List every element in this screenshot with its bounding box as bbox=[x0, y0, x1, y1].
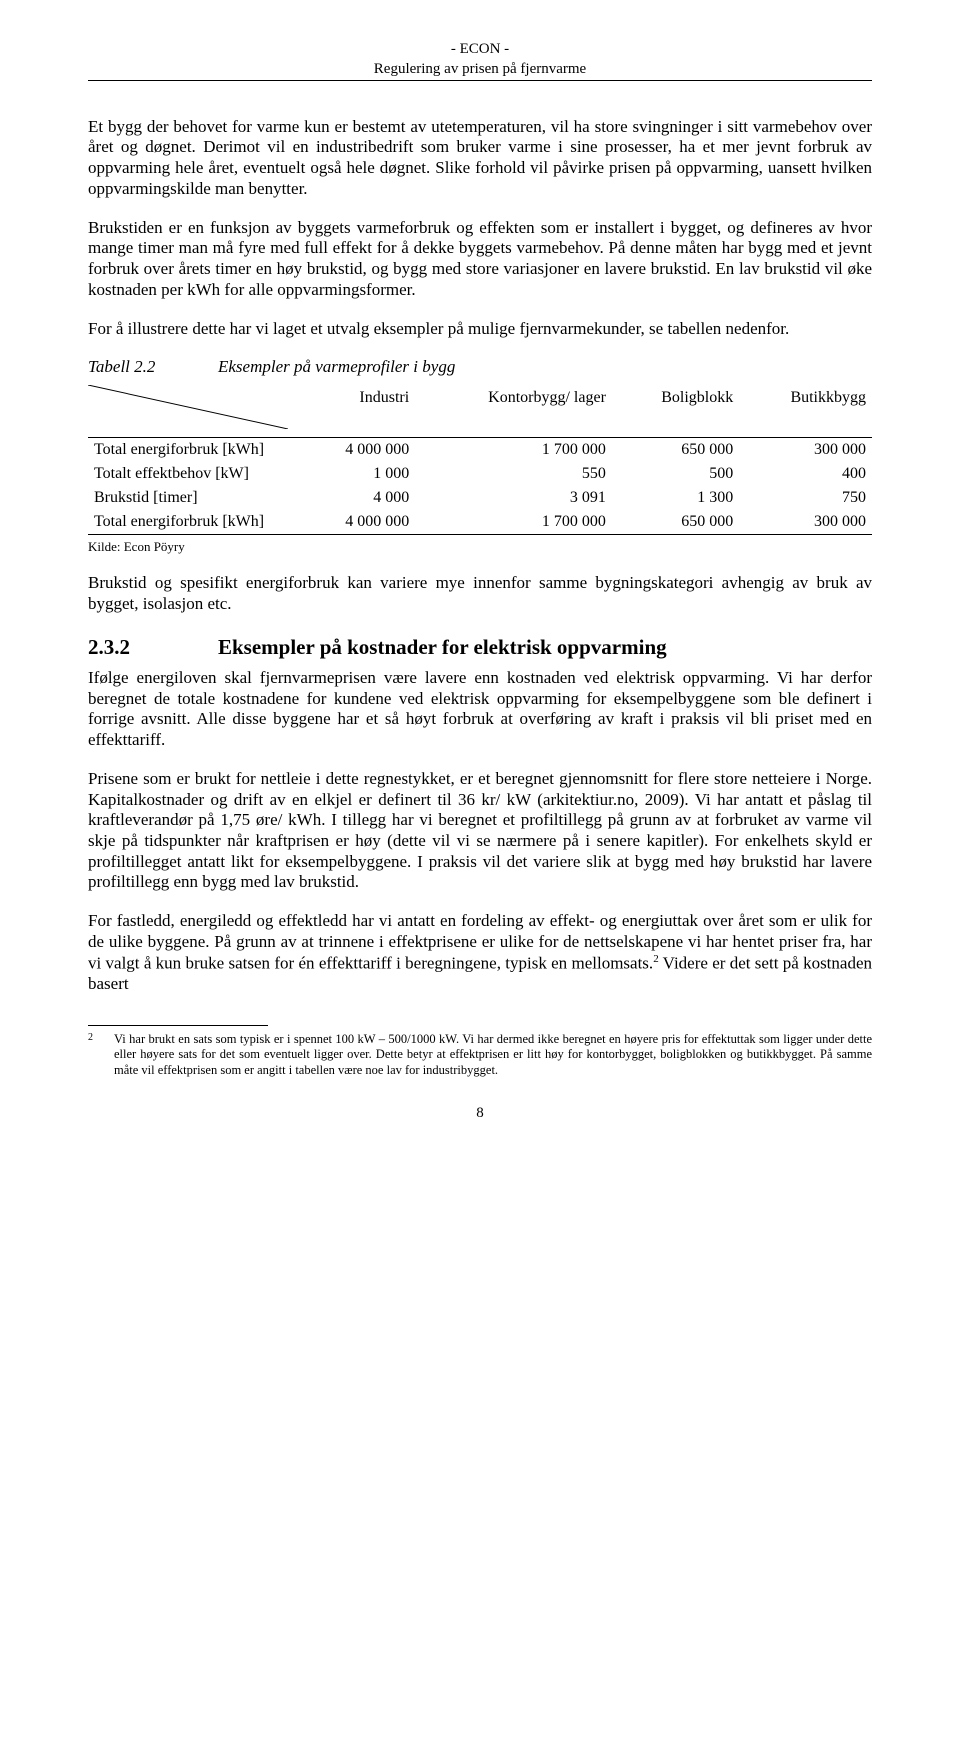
cell: 3 091 bbox=[415, 486, 612, 510]
cell: 300 000 bbox=[739, 438, 872, 463]
varmeprofiler-table: Industri Kontorbygg/ lager Boligblokk Bu… bbox=[88, 385, 872, 535]
footnote-text: Vi har brukt en sats som typisk er i spe… bbox=[114, 1032, 872, 1079]
table-diagonal-icon bbox=[88, 385, 288, 429]
col-industri: Industri bbox=[300, 385, 415, 438]
paragraph-6: Prisene som er brukt for nettleie i dett… bbox=[88, 769, 872, 893]
cell: 1 700 000 bbox=[415, 438, 612, 463]
paragraph-1: Et bygg der behovet for varme kun er bes… bbox=[88, 117, 872, 200]
col-kontorbygg-l1: Kontorbygg/ lager bbox=[488, 389, 606, 406]
cell: 4 000 bbox=[300, 486, 415, 510]
table-caption-text: Eksempler på varmeprofiler i bygg bbox=[218, 357, 455, 377]
cell: 400 bbox=[739, 462, 872, 486]
footnote-number: 2 bbox=[88, 1032, 114, 1079]
section-title: Eksempler på kostnader for elektrisk opp… bbox=[218, 635, 667, 660]
cell: 1 300 bbox=[612, 486, 739, 510]
cell: 4 000 000 bbox=[300, 510, 415, 535]
paragraph-2: Brukstiden er en funksjon av byggets var… bbox=[88, 218, 872, 301]
cell: 650 000 bbox=[612, 438, 739, 463]
row-label: Total energiforbruk [kWh] bbox=[88, 438, 300, 463]
row-label: Brukstid [timer] bbox=[88, 486, 300, 510]
doc-header-line2: Regulering av prisen på fjernvarme bbox=[88, 61, 872, 81]
section-heading: 2.3.2 Eksempler på kostnader for elektri… bbox=[88, 635, 872, 660]
table-source: Kilde: Econ Pöyry bbox=[88, 539, 872, 555]
table-caption: Tabell 2.2 Eksempler på varmeprofiler i … bbox=[88, 357, 872, 377]
table-number: Tabell 2.2 bbox=[88, 357, 218, 377]
cell: 500 bbox=[612, 462, 739, 486]
col-boligblokk: Boligblokk bbox=[612, 385, 739, 438]
paragraph-5: Ifølge energiloven skal fjernvarmeprisen… bbox=[88, 668, 872, 751]
section-number: 2.3.2 bbox=[88, 635, 218, 660]
doc-header-line1: - ECON - bbox=[88, 40, 872, 59]
cell: 300 000 bbox=[739, 510, 872, 535]
footnote-2: 2 Vi har brukt en sats som typisk er i s… bbox=[88, 1032, 872, 1079]
table-corner bbox=[88, 385, 300, 438]
row-label: Totalt effektbehov [kW] bbox=[88, 462, 300, 486]
paragraph-3: For å illustrere dette har vi laget et u… bbox=[88, 319, 872, 340]
table-row: Brukstid [timer] 4 000 3 091 1 300 750 bbox=[88, 486, 872, 510]
table-row: Total energiforbruk [kWh] 4 000 000 1 70… bbox=[88, 438, 872, 463]
paragraph-7: For fastledd, energiledd og effektledd h… bbox=[88, 911, 872, 995]
col-butikkbygg: Butikkbygg bbox=[739, 385, 872, 438]
cell: 650 000 bbox=[612, 510, 739, 535]
paragraph-4: Brukstid og spesifikt energiforbruk kan … bbox=[88, 573, 872, 614]
col-kontorbygg: Kontorbygg/ lager bbox=[415, 385, 612, 438]
page-number: 8 bbox=[88, 1105, 872, 1122]
table-row: Totalt effektbehov [kW] 1 000 550 500 40… bbox=[88, 462, 872, 486]
footnote-separator bbox=[88, 1025, 268, 1026]
cell: 1 700 000 bbox=[415, 510, 612, 535]
cell: 550 bbox=[415, 462, 612, 486]
cell: 1 000 bbox=[300, 462, 415, 486]
table-row: Total energiforbruk [kWh] 4 000 000 1 70… bbox=[88, 510, 872, 535]
cell: 750 bbox=[739, 486, 872, 510]
cell: 4 000 000 bbox=[300, 438, 415, 463]
row-label: Total energiforbruk [kWh] bbox=[88, 510, 300, 535]
